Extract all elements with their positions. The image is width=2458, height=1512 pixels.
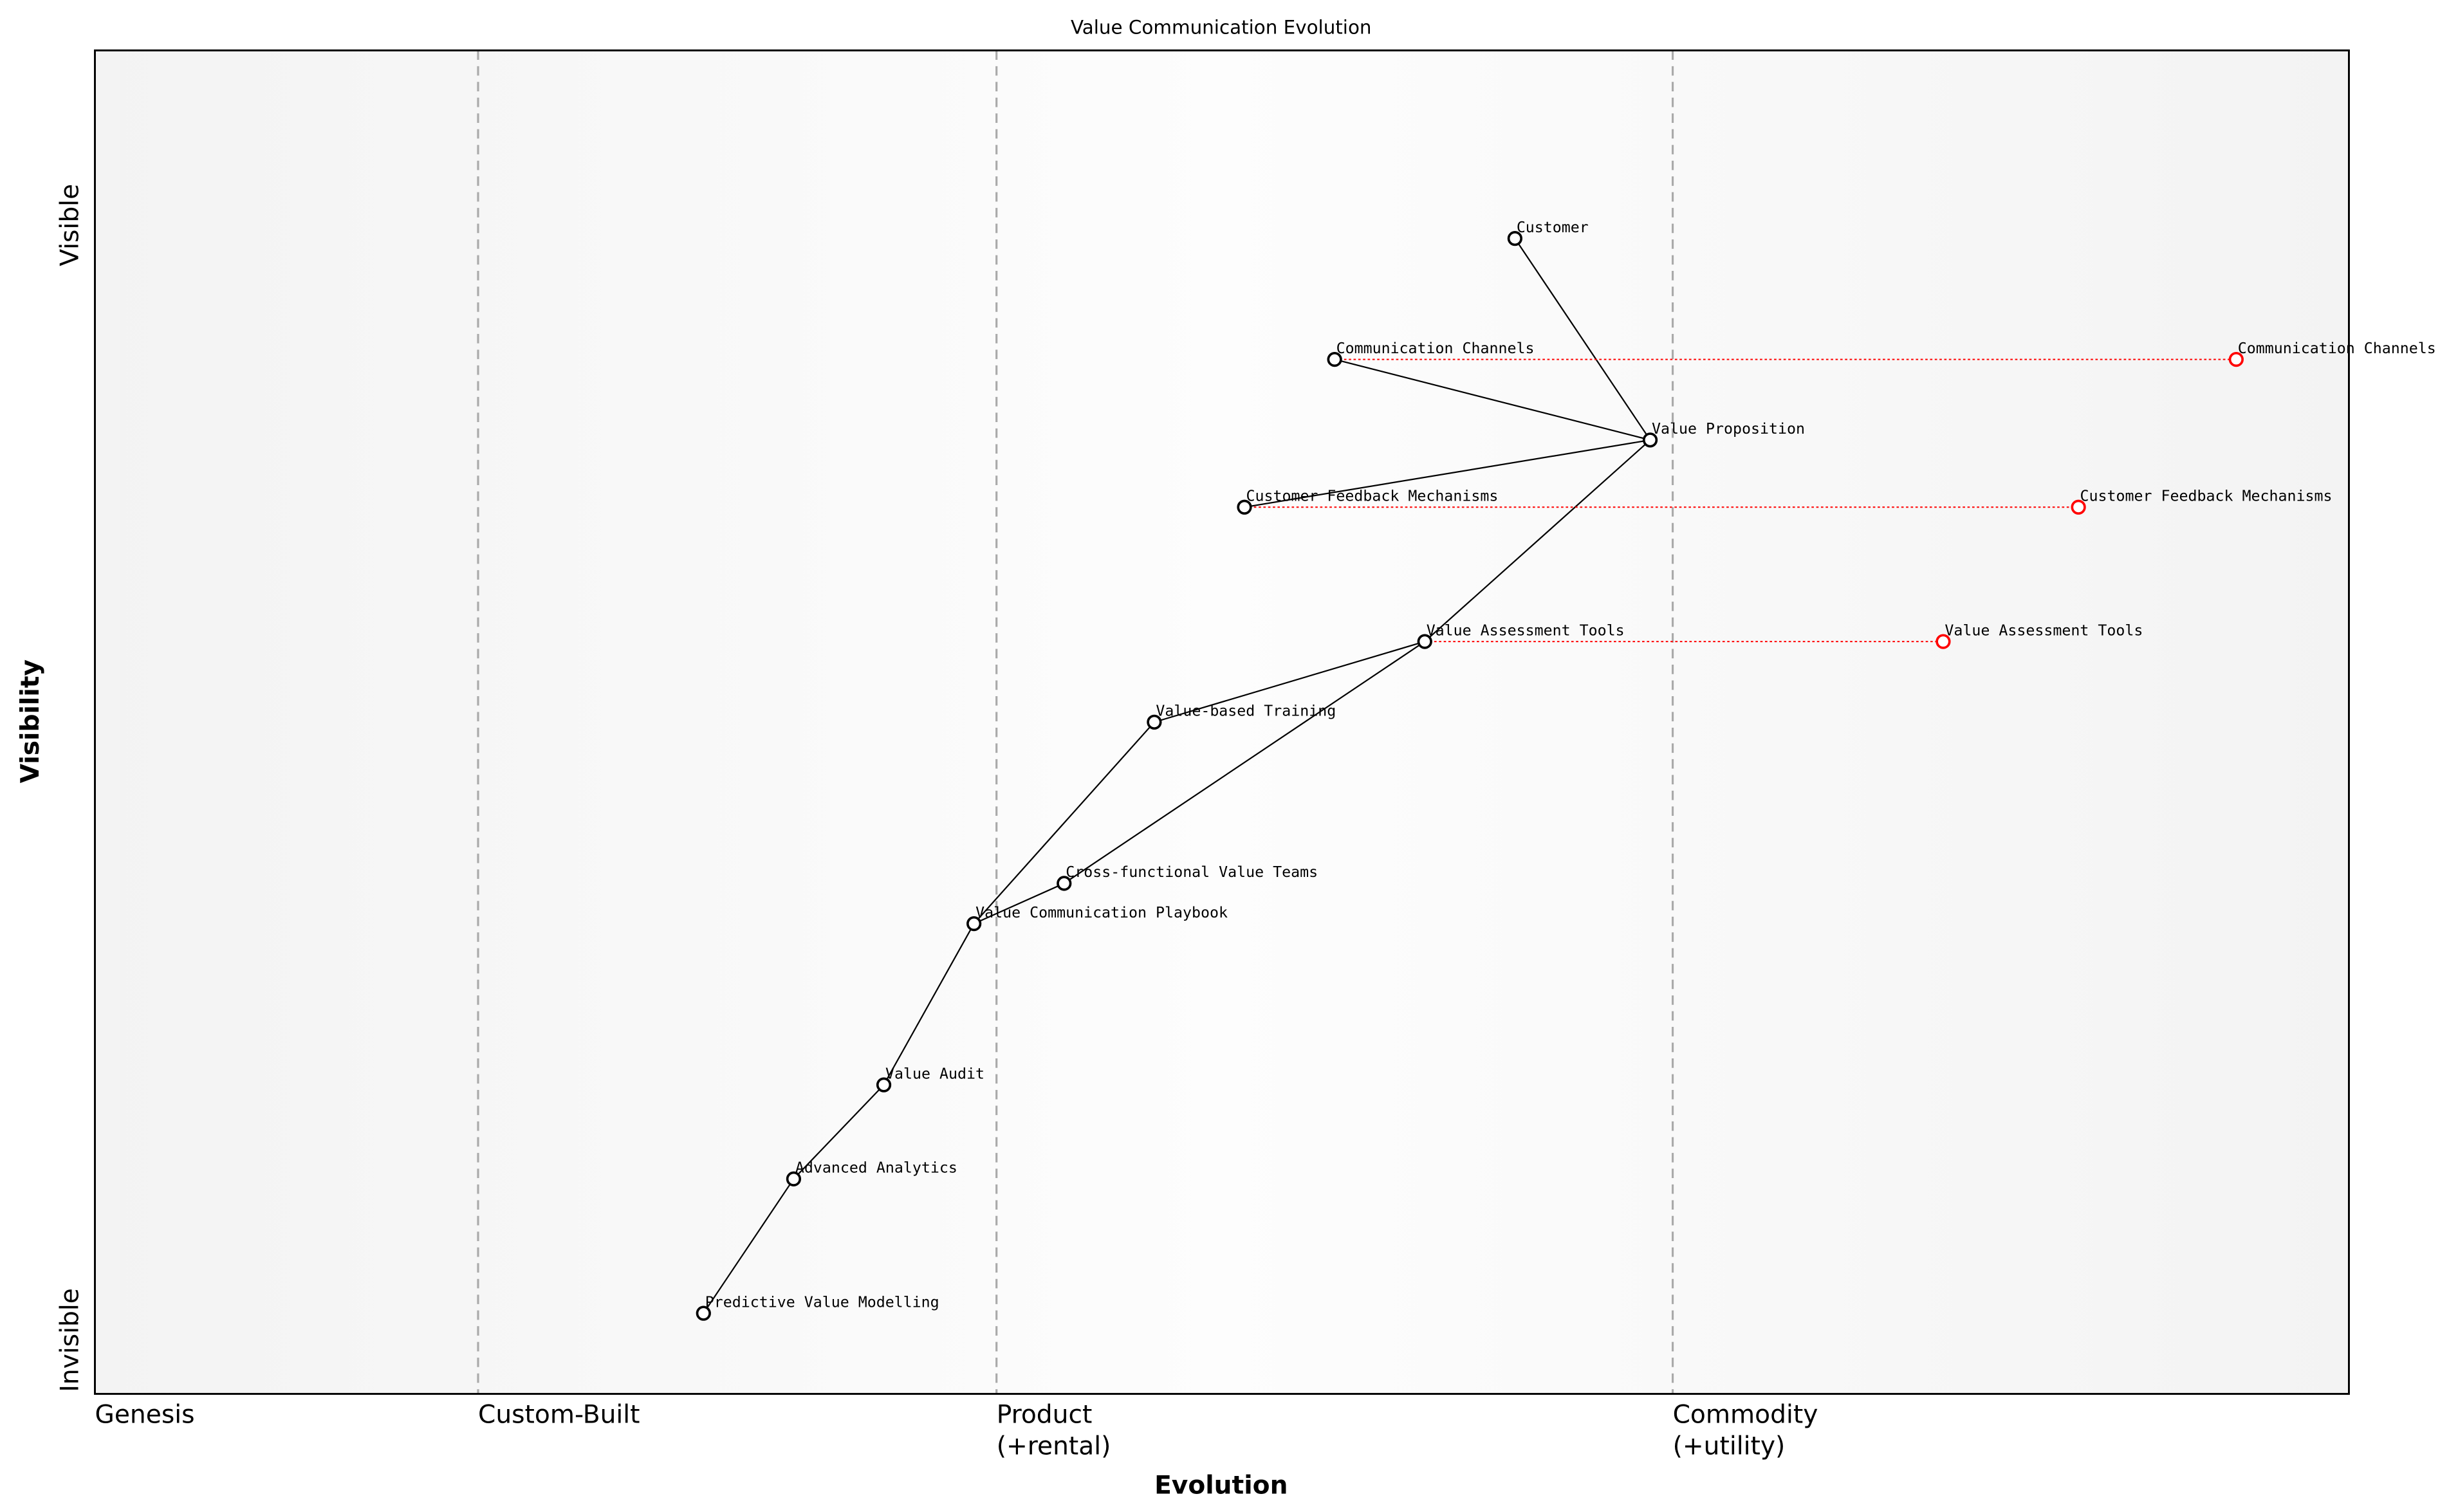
component-label: Value Proposition (1652, 420, 1805, 438)
component-label: Communication Channels (1336, 340, 1535, 357)
link (1334, 358, 1650, 441)
evolved-label: Communication Channels (2238, 340, 2436, 357)
y-axis-label: Visibility (16, 659, 45, 783)
link (1514, 238, 1651, 441)
link (1424, 439, 1651, 642)
component (1237, 499, 1252, 515)
link (1244, 439, 1650, 508)
component (1642, 432, 1658, 448)
plot: Genesis Custom-Built Product (+rental) Commo… (55, 50, 2436, 1461)
component-label: Value Assessment Tools (1427, 622, 1625, 639)
link (703, 1178, 795, 1314)
component-label: Predictive Value Modelling (705, 1293, 939, 1311)
link (1064, 641, 1425, 884)
component-label: Customer Feedback Mechanisms (1246, 487, 1498, 504)
y-tick-label: Visible (55, 184, 84, 266)
component-label: Value-based Training (1156, 703, 1336, 720)
component (1507, 231, 1522, 246)
component (1147, 714, 1162, 730)
plot-background (95, 50, 2349, 1394)
component (966, 916, 982, 932)
component-label: Customer (1517, 219, 1589, 236)
x-tick-label: Custom-Built (478, 1400, 640, 1429)
link (973, 721, 1155, 925)
x-tick-label: Commodity (+utility) (1673, 1400, 1818, 1461)
y-tick-label: Invisible (55, 1288, 84, 1392)
link (974, 882, 1065, 925)
component-label: Value Communication Playbook (975, 904, 1228, 921)
x-tick-label: Genesis (95, 1400, 195, 1429)
plot-frame (94, 49, 2350, 1395)
component (786, 1171, 802, 1186)
component-label: Advanced Analytics (795, 1159, 957, 1177)
evolved-component (1936, 634, 1951, 649)
component (696, 1305, 711, 1321)
link (793, 1084, 885, 1180)
component-label: Cross-functional Value Teams (1066, 863, 1318, 881)
evolved-component (2228, 351, 2244, 367)
component-label: Value Audit (885, 1065, 984, 1082)
x-tick-label: Product (+rental) (997, 1400, 1111, 1461)
evolved-component (2071, 499, 2086, 515)
component (1417, 634, 1432, 649)
evolved-label: Customer Feedback Mechanisms (2080, 487, 2333, 504)
component (1327, 351, 1342, 367)
link (883, 923, 975, 1085)
link (1154, 641, 1425, 723)
evolved-label: Value Assessment Tools (1945, 622, 2143, 639)
component (876, 1077, 892, 1093)
component (1057, 876, 1072, 891)
chart-title: Value Communication Evolution (1071, 17, 1372, 39)
x-axis-label: Evolution (1154, 1471, 1288, 1500)
